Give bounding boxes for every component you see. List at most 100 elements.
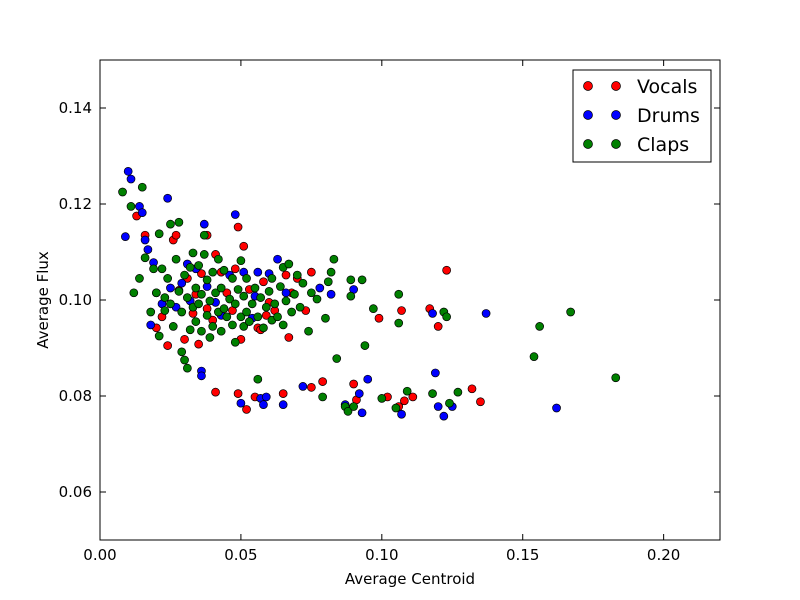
data-point <box>154 229 164 239</box>
data-point <box>135 274 144 283</box>
data-point <box>307 383 316 392</box>
data-point <box>160 293 170 302</box>
data-point <box>123 167 133 176</box>
data-point <box>439 411 449 421</box>
data-point <box>278 400 288 409</box>
data-point <box>191 283 201 293</box>
x-tick-label: 0.00 <box>83 546 116 564</box>
data-point <box>481 309 491 318</box>
data-point <box>168 322 178 331</box>
data-point <box>222 312 232 322</box>
data-point <box>219 304 229 313</box>
data-point <box>239 322 249 331</box>
data-point <box>529 352 539 361</box>
data-point <box>230 337 240 347</box>
data-point <box>143 245 153 254</box>
legend-box <box>572 69 712 163</box>
data-point <box>216 283 226 293</box>
legend-marker <box>611 139 621 149</box>
data-point <box>202 311 212 320</box>
axis-ticks: 0.00 0.05 0.10 0.15 0.20 0.06 0.08 0.10 0.12 0.14 <box>59 60 720 564</box>
data-point <box>264 287 274 296</box>
data-point <box>197 326 206 336</box>
data-point <box>402 386 412 396</box>
data-point <box>270 299 280 309</box>
data-point <box>259 400 268 409</box>
data-point <box>233 389 243 398</box>
legend-marker <box>583 139 593 149</box>
data-points <box>118 167 621 421</box>
data-point <box>323 277 333 287</box>
y-tick-label: 0.08 <box>59 387 92 405</box>
data-point <box>242 274 251 283</box>
data-point <box>137 208 147 217</box>
data-point <box>394 318 404 328</box>
data-point <box>428 389 437 398</box>
data-point <box>118 187 127 197</box>
data-point <box>219 265 229 275</box>
data-point <box>242 307 251 317</box>
data-point <box>394 289 404 299</box>
data-point <box>174 287 184 296</box>
x-tick-label: 0.20 <box>647 546 680 564</box>
data-point <box>228 274 237 283</box>
data-point <box>312 294 322 304</box>
data-point <box>374 313 384 323</box>
data-point <box>276 282 285 291</box>
data-point <box>281 296 291 306</box>
data-point <box>290 289 299 299</box>
legend-item-vocals: Vocals <box>583 76 697 98</box>
data-point <box>453 387 463 397</box>
data-point <box>318 377 327 386</box>
data-point <box>343 407 353 416</box>
data-point <box>377 394 387 403</box>
data-point <box>281 270 291 280</box>
data-point <box>326 289 336 299</box>
x-tick-label: 0.05 <box>224 546 257 564</box>
data-point <box>185 325 195 335</box>
data-point <box>408 392 418 402</box>
data-point <box>349 379 358 389</box>
data-point <box>208 267 218 277</box>
data-point <box>163 193 172 203</box>
data-point <box>166 283 175 293</box>
legend-marker <box>583 81 593 91</box>
data-point <box>292 270 302 280</box>
data-point <box>194 261 203 270</box>
data-point <box>188 248 198 258</box>
legend-label: Claps <box>637 134 689 156</box>
data-point <box>360 341 370 350</box>
data-point <box>146 320 156 330</box>
data-point <box>433 402 443 411</box>
data-point <box>174 217 184 227</box>
data-point <box>166 299 175 309</box>
data-point <box>233 222 243 232</box>
legend-marker <box>611 110 621 120</box>
data-point <box>126 174 136 184</box>
data-point <box>199 230 209 240</box>
data-point <box>307 267 316 277</box>
data-point <box>163 341 172 350</box>
data-point <box>140 235 150 245</box>
data-point <box>318 392 327 402</box>
data-point <box>177 307 187 317</box>
data-point <box>242 405 251 414</box>
data-point <box>137 182 147 192</box>
data-point <box>273 312 282 322</box>
data-point <box>166 219 175 229</box>
data-point <box>239 241 249 251</box>
data-point <box>431 368 440 378</box>
data-point <box>163 274 172 283</box>
data-point <box>287 307 296 317</box>
data-point <box>194 299 203 309</box>
data-point <box>247 299 257 309</box>
data-point <box>354 389 364 398</box>
data-point <box>267 274 277 283</box>
data-point <box>230 210 240 219</box>
data-point <box>611 373 621 383</box>
data-point <box>236 312 246 322</box>
data-point <box>202 275 212 285</box>
data-point <box>253 374 263 384</box>
data-point <box>400 396 409 406</box>
data-point <box>157 264 167 274</box>
